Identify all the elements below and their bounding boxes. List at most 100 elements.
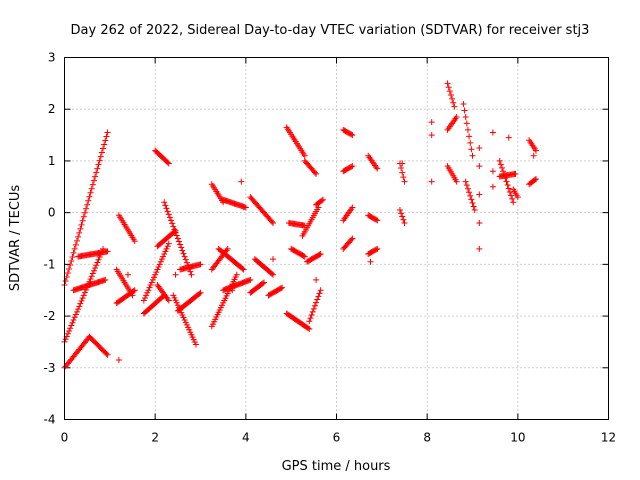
data-point: [466, 189, 473, 196]
data-point: [93, 262, 100, 269]
data-point: [80, 292, 87, 299]
data-point: [78, 221, 85, 228]
y-tick-label: -4: [44, 413, 56, 427]
data-point: [449, 95, 456, 102]
data-point: [79, 295, 86, 302]
data-point: [183, 259, 190, 266]
data-point: [86, 193, 93, 200]
data-point: [471, 207, 478, 214]
data-point: [101, 141, 108, 148]
data-point: [476, 245, 483, 252]
data-point: [197, 289, 204, 296]
data-point: [160, 253, 167, 260]
data-point: [505, 185, 512, 192]
data-point: [145, 287, 152, 294]
data-point: [308, 312, 315, 319]
data-point: [489, 129, 496, 136]
data-point: [400, 174, 407, 181]
data-point: [81, 209, 88, 216]
data-point: [72, 241, 79, 248]
data-point: [165, 211, 172, 218]
data-point: [476, 145, 483, 151]
data-point: [470, 203, 477, 210]
data-point: [461, 107, 468, 114]
data-point: [181, 253, 188, 260]
data-point: [163, 245, 170, 252]
data-point: [143, 292, 150, 299]
data-point: [348, 236, 355, 243]
data-point: [172, 271, 179, 278]
data-point: [169, 220, 176, 227]
data-point: [81, 289, 88, 296]
data-point: [374, 165, 381, 172]
data-point: [306, 326, 313, 332]
data-point: [66, 327, 73, 334]
data-point: [453, 113, 460, 120]
data-point: [401, 219, 408, 226]
data-point: [164, 159, 171, 166]
data-point: [532, 176, 539, 183]
data-point: [70, 317, 77, 324]
data-point: [62, 278, 69, 285]
data-point: [69, 253, 76, 260]
data-point: [428, 132, 435, 139]
data-point: [307, 315, 314, 322]
data-point: [79, 217, 86, 224]
data-point: [313, 170, 320, 177]
data-point: [466, 133, 473, 140]
data-point: [367, 258, 374, 265]
data-point: [504, 182, 511, 189]
data-point: [224, 245, 231, 252]
data-point: [164, 208, 171, 215]
data-point: [131, 287, 138, 294]
y-tick-label: 0: [48, 206, 56, 220]
data-point: [69, 319, 76, 326]
data-point: [530, 152, 537, 159]
data-point: [462, 113, 469, 120]
data-point: [88, 185, 95, 192]
data-point: [67, 325, 74, 332]
data-point: [373, 246, 380, 253]
data-point: [314, 296, 321, 303]
data-point: [177, 241, 184, 248]
data-point: [510, 199, 517, 206]
data-point: [87, 275, 94, 282]
data-point: [460, 101, 467, 108]
data-point: [398, 165, 405, 172]
data-point: [100, 145, 107, 152]
data-point: [315, 293, 322, 300]
data-point: [349, 204, 356, 211]
data-point: [95, 256, 102, 263]
data-point: [161, 199, 168, 206]
x-tick-label: 10: [510, 431, 525, 445]
data-point: [104, 129, 111, 136]
data-point: [70, 249, 77, 256]
data-point: [316, 251, 323, 258]
data-point: [102, 137, 109, 144]
y-axis-label: SDTVAR / TECUs: [8, 185, 23, 292]
data-point: [396, 207, 403, 214]
data-point: [165, 240, 172, 247]
data-point: [508, 192, 515, 199]
data-point: [147, 282, 154, 289]
plot-frame: [64, 57, 609, 420]
data-point: [447, 91, 454, 98]
data-point: [463, 182, 470, 189]
data-point: [316, 290, 323, 297]
data-point: [514, 194, 521, 201]
data-point: [165, 297, 172, 304]
data-point: [313, 276, 320, 283]
data-point: [233, 271, 240, 278]
data-point: [311, 169, 318, 176]
data-point: [66, 265, 73, 272]
data-point: [102, 276, 109, 283]
data-point: [192, 341, 199, 348]
data-point: [71, 245, 78, 252]
data-point: [80, 213, 87, 220]
data-point: [172, 229, 179, 236]
data-point: [154, 266, 161, 273]
data-point: [467, 139, 474, 146]
data-point: [468, 146, 475, 153]
data-point: [239, 265, 246, 272]
